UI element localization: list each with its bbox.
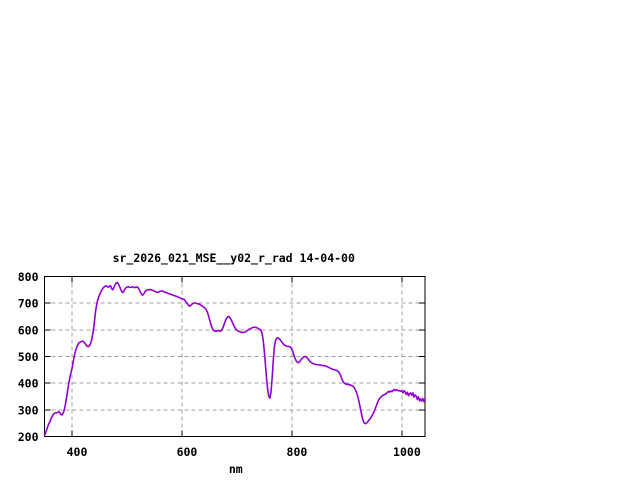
x-tick-label: 600 <box>177 445 198 459</box>
x-axis-label: nm <box>229 462 243 476</box>
x-tick-label: 400 <box>67 445 88 459</box>
chart-title: sr_2026_021_MSE__y02_r_rad 14-04-00 <box>113 251 355 266</box>
y-tick-label: 200 <box>18 430 39 444</box>
grid-lines <box>44 276 425 437</box>
axis-ticks <box>44 276 425 437</box>
tick-labels: 200 300 400 500 600 700 800 400 600 800 1000 <box>18 270 421 459</box>
y-tick-label: 600 <box>18 323 39 337</box>
x-tick-label: 1000 <box>393 445 421 459</box>
spectrum-line <box>43 281 426 437</box>
plot-border <box>44 276 426 437</box>
x-tick-label: 800 <box>287 445 308 459</box>
y-tick-label: 800 <box>18 270 39 284</box>
y-tick-label: 700 <box>18 297 39 311</box>
y-tick-label: 400 <box>18 377 39 391</box>
y-tick-label: 500 <box>18 350 39 364</box>
y-tick-label: 300 <box>18 403 39 417</box>
